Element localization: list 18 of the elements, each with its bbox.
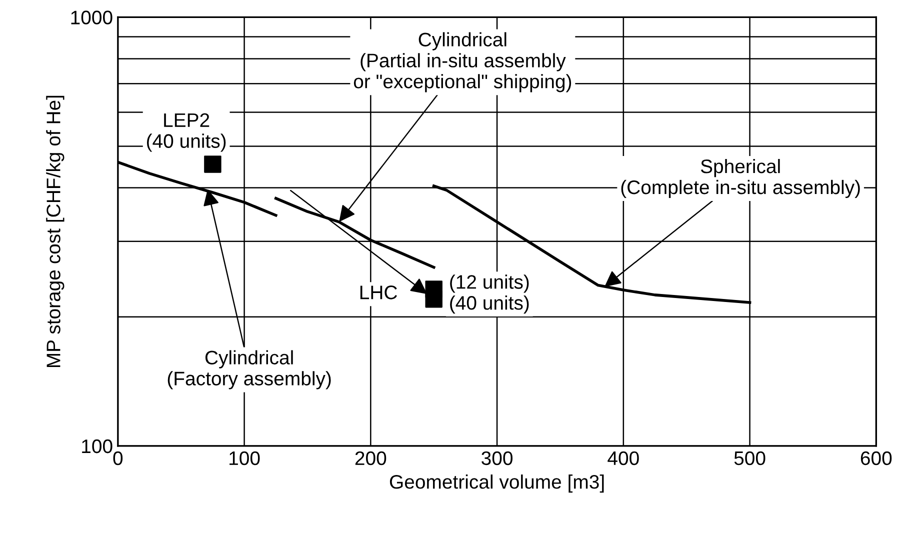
x-tick-label: 200 — [355, 451, 386, 466]
x-tick-label: 600 — [860, 451, 892, 466]
annotation: LHC — [360, 286, 397, 300]
annotation: Cylindrical (Factory assembly) — [168, 350, 331, 390]
point — [425, 290, 442, 308]
y-tick-label: 1000 — [71, 10, 112, 24]
annotation: Cylindrical (Partial in-situ assembly or "exceptional" shipping) — [354, 32, 572, 92]
annotation: Spherical (Complete in-situ assembly) — [621, 158, 860, 198]
x-tick-label: 100 — [230, 451, 260, 466]
x-tick-label: 500 — [734, 451, 766, 466]
x-tick-label: 400 — [608, 451, 639, 466]
x-tick-label: 300 — [482, 451, 512, 466]
x-axis-title: Geometrical volume [m3] — [390, 474, 604, 493]
annotation: LEP2 (40 units) — [146, 113, 226, 152]
x-tick-label: 0 — [113, 451, 123, 466]
point — [204, 156, 222, 173]
annotation: (12 units) (40 units) — [450, 274, 529, 314]
y-axis-title: MP storage cost [CHF/kg of He] — [46, 96, 64, 368]
